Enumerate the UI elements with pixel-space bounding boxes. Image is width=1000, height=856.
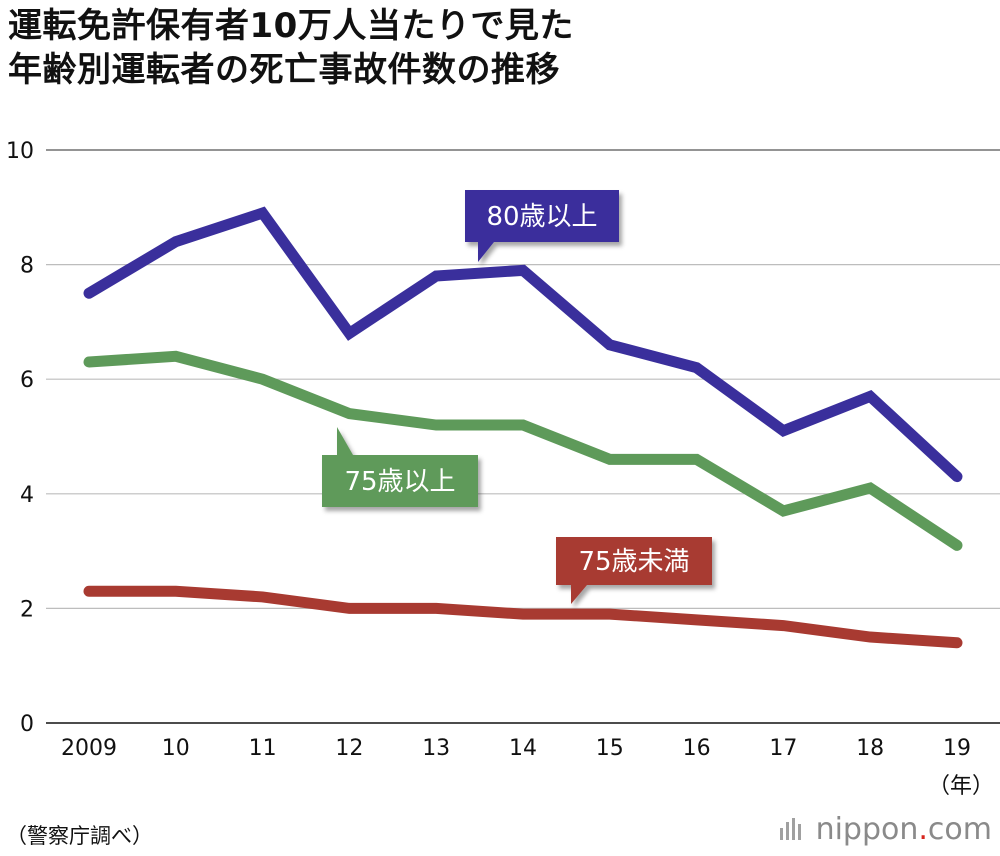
y-tick-label: 8 xyxy=(20,254,34,279)
series-line-1 xyxy=(83,206,963,483)
source-note: （警察庁調べ） xyxy=(6,824,153,848)
series-label-2 xyxy=(322,427,478,507)
brand-logo: nippon.com xyxy=(778,812,992,847)
series-label-box xyxy=(465,190,619,242)
y-axis: 0 2 4 6 8 10 xyxy=(6,139,34,737)
brand-bars-icon xyxy=(778,817,808,843)
y-tick-label: 4 xyxy=(20,483,34,508)
x-tick-label: 17 xyxy=(769,736,797,761)
x-tick-label: 19 xyxy=(943,736,971,761)
x-axis: 2009 10 11 12 13 14 15 16 17 18 19 （年） xyxy=(61,736,994,799)
series-line-3 xyxy=(83,585,963,649)
y-tick-label: 2 xyxy=(20,597,34,622)
series-labels: 80歳以上 75歳以上 75歳未満 xyxy=(322,190,712,604)
x-tick-label: 14 xyxy=(509,736,537,761)
series-lines xyxy=(83,206,963,649)
x-axis-unit: （年） xyxy=(928,774,994,799)
series-label-box xyxy=(556,537,712,585)
series-label-text: 75歳以上 xyxy=(344,467,455,497)
x-tick-label: 15 xyxy=(596,736,624,761)
brand-tld: com xyxy=(927,812,992,847)
chart-title: 運転免許保有者10万人当たりで見た 年齢別運転者の死亡事故件数の推移 xyxy=(8,4,574,92)
gridlines xyxy=(46,149,1000,724)
x-tick-label: 2009 xyxy=(61,736,117,761)
x-tick-label: 16 xyxy=(683,736,711,761)
x-tick-label: 18 xyxy=(856,736,884,761)
x-tick-label: 10 xyxy=(162,736,190,761)
brand-name: nippon xyxy=(815,812,919,847)
chart-title-line-1: 運転免許保有者10万人当たりで見た xyxy=(8,6,574,46)
y-tick-label: 10 xyxy=(6,139,34,164)
series-label-1 xyxy=(465,190,619,262)
series-label-3 xyxy=(556,537,712,604)
series-label-text: 80歳以上 xyxy=(486,202,597,232)
x-tick-label: 11 xyxy=(249,736,277,761)
series-label-text: 75歳未満 xyxy=(578,547,689,577)
x-tick-label: 13 xyxy=(422,736,450,761)
series-line-2 xyxy=(83,350,963,551)
series-label-pointer xyxy=(571,585,587,604)
brand-dot: . xyxy=(918,812,928,847)
series-label-box xyxy=(322,455,478,507)
y-tick-label: 0 xyxy=(20,712,34,737)
chart-title-line-2: 年齢別運転者の死亡事故件数の推移 xyxy=(8,50,560,90)
series-label-pointer xyxy=(478,242,494,262)
x-tick-label: 12 xyxy=(335,736,363,761)
series-label-pointer xyxy=(337,427,353,455)
y-tick-label: 6 xyxy=(20,368,34,393)
